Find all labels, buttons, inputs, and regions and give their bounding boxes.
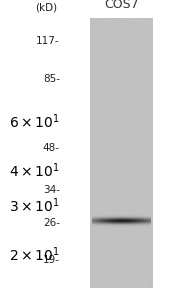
Text: COS7: COS7 (104, 0, 139, 11)
Text: (kD): (kD) (35, 3, 57, 13)
